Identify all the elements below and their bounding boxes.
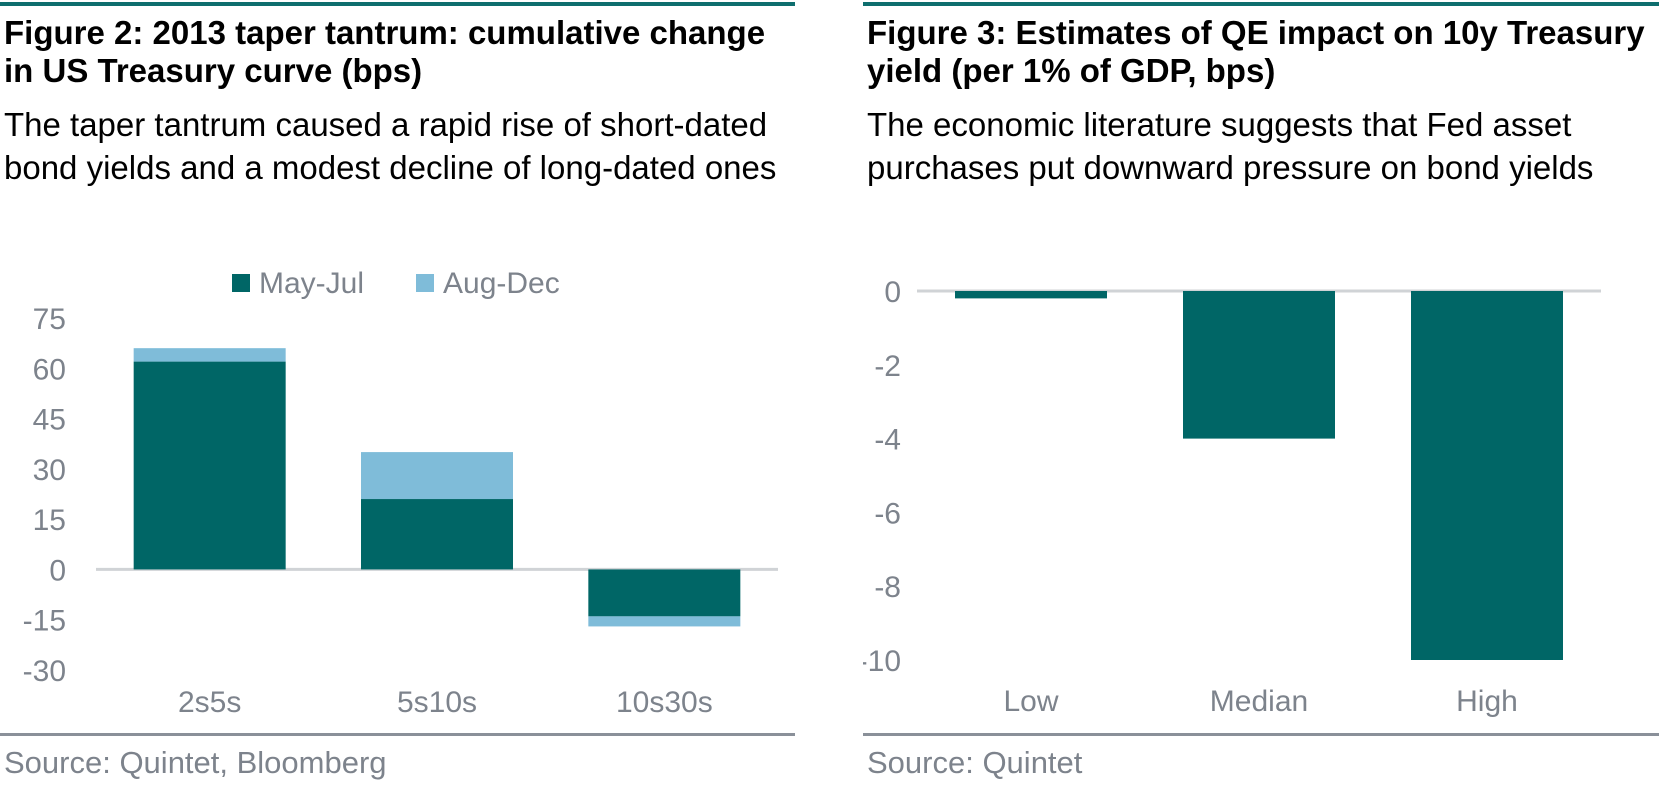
figure2-y-tick-label: 75 <box>33 303 66 336</box>
figure2-panel: Figure 2: 2013 taper tantrum: cumulative… <box>0 0 795 786</box>
figure2-category-label: 2s5s <box>178 686 241 719</box>
figure3-y-tick-label: -6 <box>874 497 901 530</box>
figure3-bottom-rule <box>863 733 1659 736</box>
figure2-bottom-rule <box>0 733 795 736</box>
figure2-y-tick-label: -30 <box>23 655 66 688</box>
figure2-bar-5s10s-may-jul <box>361 499 513 570</box>
figure2-bar-10s30s-may-jul <box>588 569 741 617</box>
figure3-y-tick-label: -4 <box>874 424 901 457</box>
figure2-y-tick-label: 45 <box>33 404 66 437</box>
figure3-title: Figure 3: Estimates of QE impact on 10y … <box>867 14 1645 89</box>
figure2-chart: 75 60 45 30 15 0 -15 -30 2s5s 5s10s 10s30s May-Jul A… <box>23 267 778 719</box>
figure3-category-label: High <box>1456 685 1518 718</box>
figure3-y-tick-label: -10 <box>863 645 901 678</box>
figure2-legend-swatch <box>416 274 434 292</box>
figure3-panel: Figure 3: Estimates of QE impact on 10y … <box>863 0 1659 786</box>
figure3-bar-median-value <box>1183 291 1335 439</box>
figure2-legend-label: Aug-Dec <box>443 267 560 300</box>
figure2-bar-5s10s-aug-dec <box>361 452 513 500</box>
figure3-category-label: Median <box>1210 685 1308 718</box>
figure2-legend-label: May-Jul <box>259 267 364 300</box>
figure2-subtitle: The taper tantrum caused a rapid rise of… <box>4 106 777 186</box>
figure2-category-label: 10s30s <box>616 686 713 719</box>
figure3-y-tick-label: 0 <box>884 276 901 309</box>
figure3-source: Source: Quintet <box>867 745 1083 780</box>
figure3-subtitle: The economic literature suggests that Fe… <box>867 106 1594 186</box>
figure3-bar-high-value <box>1411 291 1563 660</box>
figure2-y-tick-label: 15 <box>33 504 66 537</box>
figure3-y-tick-label: -2 <box>874 350 901 383</box>
figure2-bar-2s5s-may-jul <box>133 361 286 570</box>
figure2-top-rule <box>0 2 795 6</box>
figure2-y-tick-label: -15 <box>23 605 66 638</box>
figure3-category-label: Low <box>1003 685 1058 718</box>
figure2-y-tick-label: 60 <box>33 353 66 386</box>
figure2-category-label: 5s10s <box>397 686 477 719</box>
figure2-y-tick-label: 30 <box>33 454 66 487</box>
figure3-y-tick-label: -8 <box>874 571 901 604</box>
figure2-bar-2s5s-aug-dec <box>133 348 286 362</box>
figure3-chart: 0 -2 -4 -6 -8 -10 Low Median High <box>863 276 1601 718</box>
figure2-legend-swatch <box>232 274 250 292</box>
figure3-bar-low-value <box>955 291 1107 299</box>
figure2-source: Source: Quintet, Bloomberg <box>4 745 387 780</box>
figure3-top-rule <box>863 2 1659 6</box>
figure2-bar-10s30s-aug-dec <box>588 616 741 627</box>
figure2-title: Figure 2: 2013 taper tantrum: cumulative… <box>4 14 766 89</box>
figure2-y-tick-label: 0 <box>49 554 66 587</box>
